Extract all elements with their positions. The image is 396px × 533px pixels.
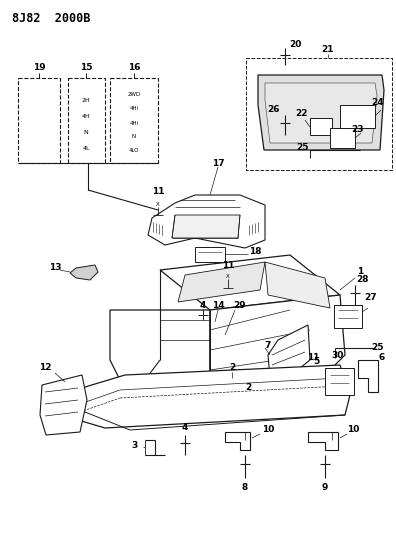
Text: N: N xyxy=(132,134,136,140)
Text: 4Hi: 4Hi xyxy=(129,120,139,125)
Text: 11: 11 xyxy=(307,353,319,362)
Text: 11: 11 xyxy=(152,188,164,197)
Text: 8: 8 xyxy=(242,483,248,492)
Text: 16: 16 xyxy=(128,63,140,72)
Polygon shape xyxy=(148,195,265,248)
Text: 30: 30 xyxy=(332,351,344,359)
Text: 7: 7 xyxy=(265,341,271,350)
Text: 14: 14 xyxy=(212,301,224,310)
Text: 10: 10 xyxy=(262,425,274,434)
Polygon shape xyxy=(246,58,392,170)
Text: 4: 4 xyxy=(182,424,188,432)
Polygon shape xyxy=(330,128,355,148)
Polygon shape xyxy=(225,432,250,450)
Text: 28: 28 xyxy=(357,276,369,285)
Polygon shape xyxy=(258,75,384,150)
Polygon shape xyxy=(18,78,60,163)
Text: 4: 4 xyxy=(200,301,206,310)
Text: 12: 12 xyxy=(39,364,51,373)
Text: 23: 23 xyxy=(352,125,364,134)
Text: 2H: 2H xyxy=(82,98,90,102)
Text: 25: 25 xyxy=(297,142,309,151)
Polygon shape xyxy=(265,83,377,143)
Polygon shape xyxy=(310,118,332,135)
Polygon shape xyxy=(308,432,338,450)
Text: 5: 5 xyxy=(313,358,319,367)
Text: 27: 27 xyxy=(365,294,377,303)
Text: 10: 10 xyxy=(347,425,359,434)
Polygon shape xyxy=(172,215,240,238)
Text: 2: 2 xyxy=(245,384,251,392)
Text: 26: 26 xyxy=(267,106,279,115)
Polygon shape xyxy=(110,78,158,163)
Text: 4LO: 4LO xyxy=(129,149,139,154)
Polygon shape xyxy=(70,265,98,280)
Text: 8J82  2000B: 8J82 2000B xyxy=(12,12,90,25)
Text: 19: 19 xyxy=(33,63,45,72)
Polygon shape xyxy=(334,305,362,328)
Text: 20: 20 xyxy=(289,41,301,50)
Text: 24: 24 xyxy=(372,98,384,107)
Polygon shape xyxy=(40,375,87,435)
Text: 21: 21 xyxy=(322,45,334,54)
Polygon shape xyxy=(178,262,265,302)
Text: 22: 22 xyxy=(296,109,308,117)
Text: 25: 25 xyxy=(372,343,384,352)
Text: 2WD: 2WD xyxy=(128,93,141,98)
Text: 3: 3 xyxy=(132,440,138,449)
Text: 4Hi: 4Hi xyxy=(129,107,139,111)
Polygon shape xyxy=(325,368,354,395)
Polygon shape xyxy=(73,365,350,428)
Polygon shape xyxy=(68,78,105,163)
Polygon shape xyxy=(358,360,378,392)
Text: X: X xyxy=(156,201,160,206)
Text: X: X xyxy=(226,273,230,279)
Polygon shape xyxy=(265,262,330,308)
Text: 18: 18 xyxy=(249,247,261,256)
Polygon shape xyxy=(110,310,210,415)
Text: 4L: 4L xyxy=(82,146,90,150)
Text: 6: 6 xyxy=(379,353,385,362)
Text: 1: 1 xyxy=(357,268,363,277)
Polygon shape xyxy=(160,255,340,310)
Polygon shape xyxy=(340,105,375,128)
Text: 13: 13 xyxy=(49,263,61,272)
Text: 9: 9 xyxy=(322,483,328,492)
Text: 29: 29 xyxy=(234,301,246,310)
Polygon shape xyxy=(268,325,310,380)
Text: 17: 17 xyxy=(212,158,224,167)
Polygon shape xyxy=(195,247,225,262)
Text: 11: 11 xyxy=(222,261,234,270)
Text: N: N xyxy=(84,130,88,134)
Text: X: X xyxy=(311,366,315,370)
Polygon shape xyxy=(210,295,345,400)
Text: 15: 15 xyxy=(80,63,92,72)
Text: 2: 2 xyxy=(229,364,235,373)
Text: 4H: 4H xyxy=(82,114,90,118)
